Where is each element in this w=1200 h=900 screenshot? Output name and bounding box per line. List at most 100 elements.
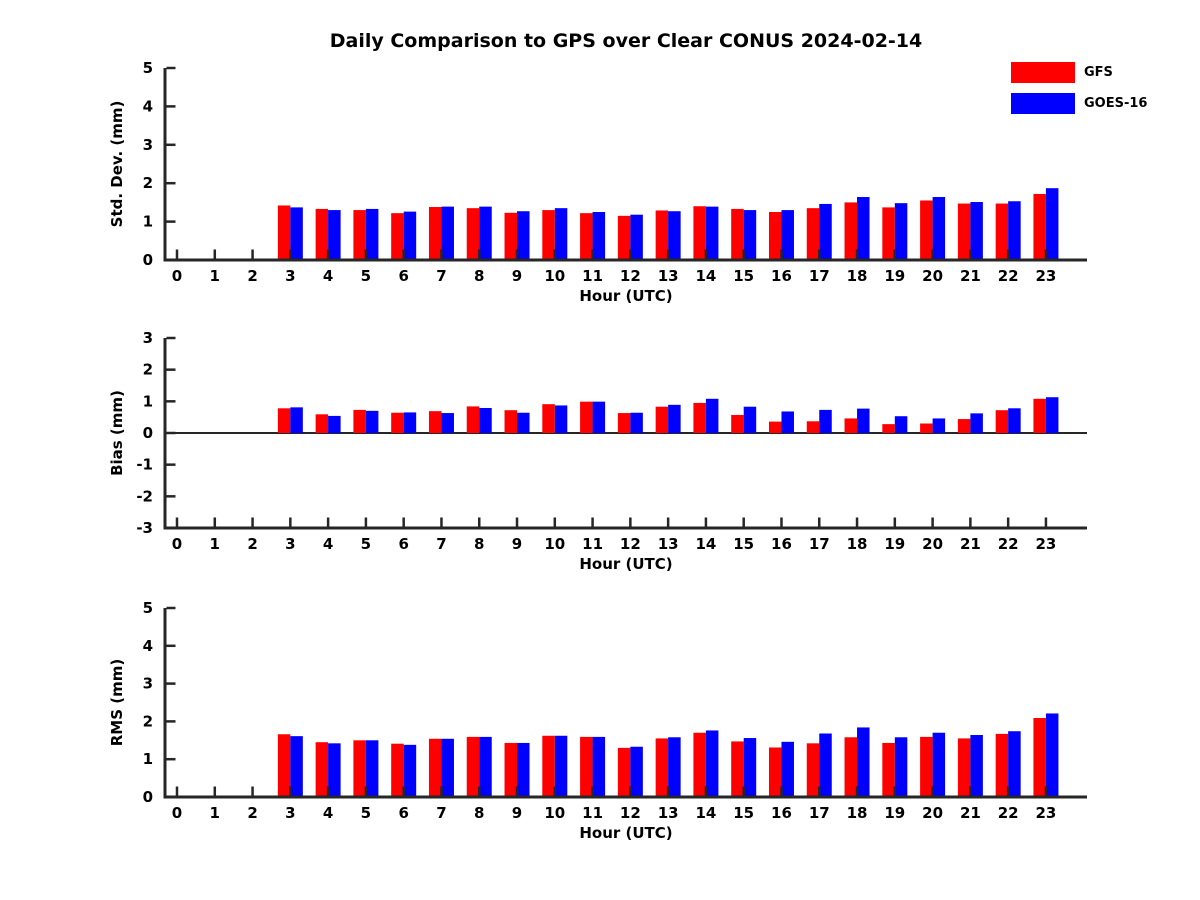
y-tick-label: -3 (136, 519, 153, 537)
x-axis-label: Hour (UTC) (579, 555, 672, 573)
x-tick-label: 16 (771, 535, 792, 553)
x-tick-label: 5 (361, 804, 371, 822)
bar-goes-16-h16 (781, 741, 794, 797)
bar-goes-16-h8 (479, 736, 492, 797)
bar-goes-16-h17 (819, 203, 832, 260)
bar-goes-16-h5 (365, 740, 379, 797)
bar-gfs-h23 (1033, 398, 1046, 433)
x-tick-label: 5 (361, 535, 371, 553)
bar-goes-16-h9 (517, 211, 530, 260)
x-tick-label: 7 (436, 267, 446, 285)
bar-goes-16-h13 (668, 737, 681, 797)
x-tick-label: 10 (544, 267, 565, 285)
y-axis-label: Bias (mm) (108, 390, 126, 476)
y-tick-label: -2 (136, 487, 153, 505)
x-tick-label: 17 (809, 267, 830, 285)
bar-goes-16-h17 (819, 733, 832, 797)
x-tick-label: 16 (771, 267, 792, 285)
x-tick-label: 1 (210, 804, 220, 822)
x-tick-label: 0 (172, 804, 182, 822)
x-tick-label: 3 (285, 804, 295, 822)
bar-gfs-h13 (655, 406, 669, 433)
x-tick-label: 13 (658, 804, 679, 822)
bar-gfs-h4 (315, 414, 329, 433)
x-tick-label: 4 (323, 535, 333, 553)
x-tick-label: 6 (398, 267, 408, 285)
x-tick-label: 23 (1036, 267, 1057, 285)
bar-gfs-h19 (882, 207, 895, 260)
x-tick-label: 11 (582, 535, 603, 553)
bar-goes-16-h16 (781, 411, 794, 433)
bar-gfs-h15 (731, 414, 744, 433)
x-tick-label: 18 (847, 535, 868, 553)
bar-goes-16-h18 (857, 408, 870, 433)
bar-gfs-h14 (693, 206, 706, 260)
bar-gfs-h6 (391, 412, 404, 433)
x-tick-label: 15 (733, 804, 754, 822)
bar-gfs-h11 (580, 401, 593, 433)
x-tick-label: 23 (1036, 804, 1057, 822)
x-tick-label: 14 (695, 535, 716, 553)
x-tick-label: 2 (247, 804, 257, 822)
bar-gfs-h3 (277, 734, 291, 797)
bar-goes-16-h15 (743, 210, 757, 260)
bar-gfs-h7 (428, 207, 442, 260)
x-tick-label: 5 (361, 267, 371, 285)
x-tick-label: 3 (285, 267, 295, 285)
legend-label-goes16: GOES-16 (1084, 96, 1148, 111)
bar-goes-16-h19 (894, 203, 908, 260)
x-tick-label: 13 (658, 267, 679, 285)
x-tick-label: 11 (582, 804, 603, 822)
bar-gfs-h9 (504, 742, 518, 797)
x-tick-label: 21 (960, 535, 981, 553)
bar-gfs-h8 (466, 406, 480, 433)
bar-goes-16-h22 (1008, 731, 1021, 797)
bar-goes-16-h10 (554, 405, 568, 433)
bar-gfs-h5 (353, 740, 366, 797)
bar-gfs-h10 (542, 735, 555, 797)
x-tick-label: 18 (847, 804, 868, 822)
bar-gfs-h9 (504, 410, 518, 433)
bar-gfs-h6 (391, 743, 404, 797)
bar-goes-16-h21 (970, 735, 983, 797)
x-tick-label: 10 (544, 804, 565, 822)
bar-goes-16-h3 (290, 407, 303, 433)
bar-goes-16-h3 (290, 736, 303, 797)
y-tick-label: 1 (143, 750, 153, 768)
bar-gfs-h20 (920, 200, 933, 260)
bar-gfs-h6 (391, 213, 404, 260)
bar-gfs-h22 (995, 410, 1009, 433)
bar-gfs-h3 (277, 205, 291, 260)
y-tick-label: 1 (143, 392, 153, 410)
x-tick-label: 22 (998, 804, 1019, 822)
x-tick-label: 1 (210, 535, 220, 553)
x-tick-label: 10 (544, 535, 565, 553)
x-tick-label: 4 (323, 267, 333, 285)
gfs-color-swatch (1011, 62, 1075, 83)
bar-gfs-h11 (580, 736, 593, 797)
bar-goes-16-h21 (970, 413, 983, 433)
bar-gfs-h8 (466, 208, 480, 260)
bar-gfs-h21 (957, 203, 971, 260)
bar-gfs-h10 (542, 210, 555, 260)
bar-gfs-h8 (466, 736, 480, 797)
bar-gfs-h16 (768, 421, 782, 433)
x-tick-label: 4 (323, 804, 333, 822)
x-tick-label: 12 (620, 267, 641, 285)
y-tick-label: 0 (143, 251, 153, 269)
bar-goes-16-h16 (781, 210, 794, 260)
bar-goes-16-h10 (554, 735, 568, 797)
bar-gfs-h18 (844, 418, 858, 433)
bar-goes-16-h7 (441, 738, 454, 797)
x-tick-label: 20 (922, 535, 943, 553)
x-tick-label: 7 (436, 535, 446, 553)
x-tick-label: 19 (884, 267, 905, 285)
bar-goes-16-h10 (554, 208, 568, 260)
bar-goes-16-h9 (517, 412, 530, 433)
bar-gfs-h4 (315, 742, 329, 797)
bar-gfs-h14 (693, 402, 706, 433)
bar-gfs-h4 (315, 208, 329, 260)
bar-goes-16-h21 (970, 202, 983, 260)
bar-goes-16-h20 (932, 197, 946, 260)
